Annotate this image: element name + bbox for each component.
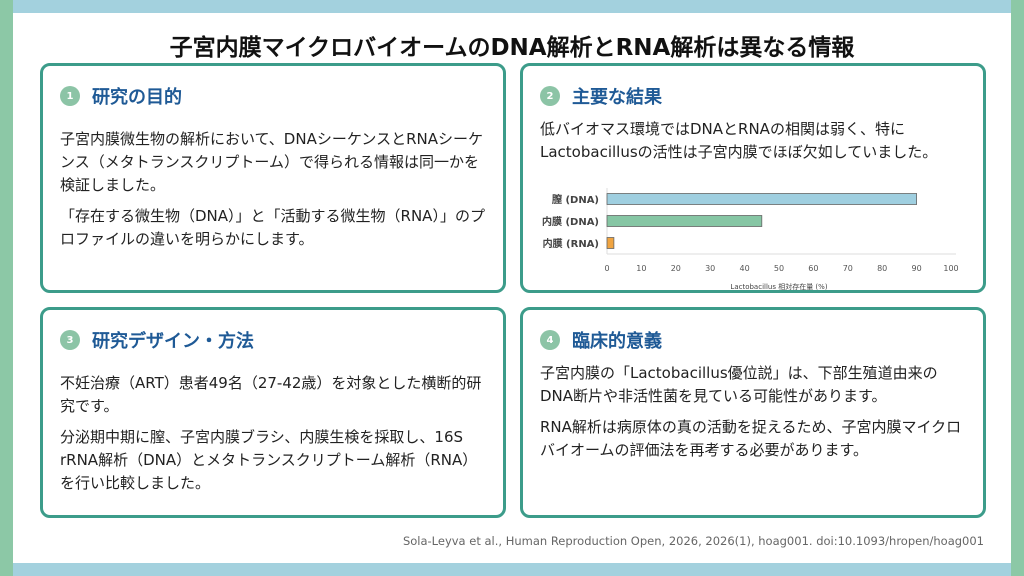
x-axis-label: Lactobacillus 相対存在量 (%): [730, 282, 827, 291]
bottom-stripe: [0, 563, 1024, 576]
x-tick-label: 90: [912, 264, 922, 273]
card-heading: 研究デザイン・方法: [92, 331, 254, 352]
x-tick-label: 50: [774, 264, 784, 273]
bar-2: [606, 237, 615, 249]
bar-0: [606, 193, 918, 205]
x-tick-label: 80: [877, 264, 887, 273]
x-tick-label: 20: [671, 264, 681, 273]
category-label: 内膜 (DNA): [542, 215, 599, 228]
paragraph: 子宮内膜微生物の解析において、DNAシーケンスとRNAシーケンス（メタトランスク…: [60, 130, 483, 194]
x-tick-label: 10: [636, 264, 646, 273]
x-tick-label: 70: [843, 264, 853, 273]
x-tick-label: 100: [943, 264, 958, 273]
paragraph: 「存在する微生物（DNA）」と「活動する微生物（RNA）」のプロファイルの違いを…: [60, 207, 485, 248]
paragraph: 不妊治療（ART）患者49名（27-42歳）を対象とした横断的研究です。: [60, 374, 482, 415]
card-design: 3 研究デザイン・方法 不妊治療（ART）患者49名（27-42歳）を対象とした横…: [40, 307, 506, 518]
number-badge: 4: [540, 330, 560, 350]
category-label: 膣 (DNA): [552, 193, 599, 206]
top-stripe: [0, 0, 1024, 13]
paragraph: 低バイオマス環境ではDNAとRNAの相関は弱く、特にLactobacillusの…: [540, 120, 938, 161]
slide-title: 子宮内膜マイクロバイオームのDNA解析とRNA解析は異なる情報: [169, 35, 855, 61]
paragraph: RNA解析は病原体の真の活動を捉えるため、子宮内膜マイクロバイオームの評価法を再…: [540, 418, 962, 459]
card-purpose: 1 研究の目的 子宮内膜微生物の解析において、DNAシーケンスとRNAシーケンス（…: [40, 63, 506, 293]
number-badge: 1: [60, 86, 80, 106]
category-label: 内膜 (RNA): [543, 237, 599, 250]
paragraph: 分泌期中期に膣、子宮内膜ブラシ、内膜生検を採取し、16S rRNA解析（DNA）…: [60, 428, 478, 492]
x-tick-label: 0: [604, 264, 609, 273]
x-tick-label: 60: [808, 264, 818, 273]
card-heading: 主要な結果: [572, 87, 662, 108]
card-results: 2 主要な結果 低バイオマス環境ではDNAとRNAの相関は弱く、特にLactoba…: [520, 63, 986, 293]
card-implications: 4 臨床的意義 子宮内膜の「Lactobacillus優位説」は、下部生殖道由来の…: [520, 307, 986, 518]
right-stripe: [1011, 0, 1024, 576]
card-heading: 研究の目的: [92, 87, 182, 108]
paragraph: 子宮内膜の「Lactobacillus優位説」は、下部生殖道由来のDNA断片や非…: [540, 364, 938, 405]
x-tick-label: 40: [740, 264, 750, 273]
card-heading: 臨床的意義: [572, 331, 662, 352]
x-tick-label: 30: [705, 264, 715, 273]
citation: Sola-Leyva et al., Human Reproduction Op…: [402, 534, 984, 548]
number-badge: 2: [540, 86, 560, 106]
left-stripe: [0, 0, 13, 576]
number-badge: 3: [60, 330, 80, 350]
bar-1: [606, 215, 763, 227]
